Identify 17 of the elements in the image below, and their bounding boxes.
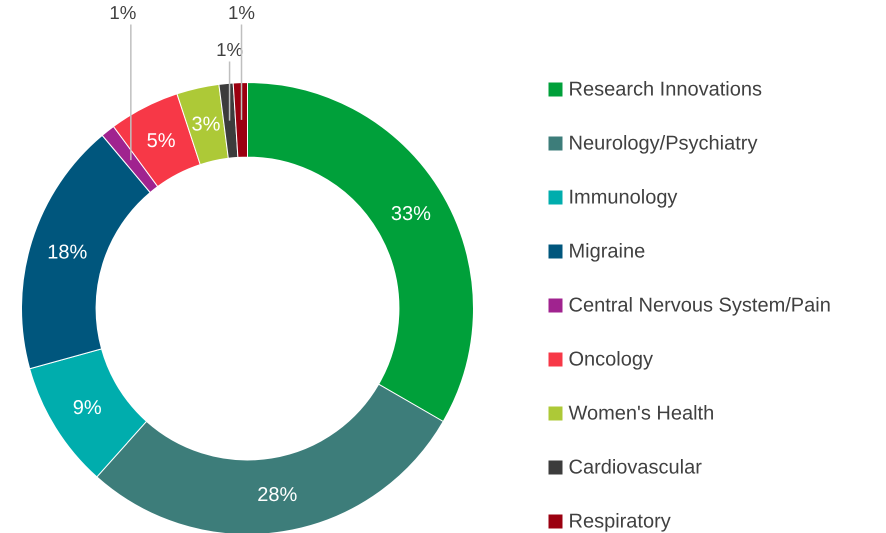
legend-label: Women's Health: [568, 402, 714, 424]
data-label: 5%: [146, 130, 176, 152]
legend-label: Neurology/Psychiatry: [568, 132, 758, 154]
legend-label: Respiratory: [568, 510, 671, 532]
legend-label: Migraine: [568, 240, 646, 262]
data-label: 33%: [390, 203, 432, 226]
legend-label: Immunology: [568, 186, 678, 208]
data-label: 3%: [191, 113, 221, 136]
data-label: 1%: [109, 2, 136, 23]
data-label: 18%: [47, 241, 88, 264]
data-label: 28%: [257, 484, 298, 506]
legend-label: Cardiovascular: [568, 456, 702, 478]
legend-label: Oncology: [568, 348, 653, 370]
data-label: 1%: [228, 2, 255, 23]
legend-label: Central Nervous System/Pain: [568, 294, 831, 316]
data-label: 9%: [72, 396, 102, 419]
legend-label: Research Innovations: [568, 78, 762, 100]
